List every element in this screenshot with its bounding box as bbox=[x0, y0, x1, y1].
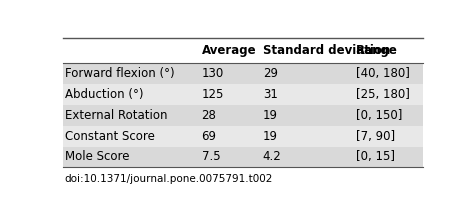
Text: [0, 15]: [0, 15] bbox=[356, 150, 395, 163]
Text: 31: 31 bbox=[263, 88, 278, 101]
Bar bbox=[63, 63, 423, 84]
Text: 125: 125 bbox=[201, 88, 224, 101]
Text: 28: 28 bbox=[201, 109, 217, 122]
Text: [40, 180]: [40, 180] bbox=[356, 67, 410, 80]
Bar bbox=[63, 126, 423, 146]
Text: Average: Average bbox=[201, 44, 256, 57]
Text: 130: 130 bbox=[201, 67, 224, 80]
Text: 7.5: 7.5 bbox=[201, 150, 220, 163]
Text: Constant Score: Constant Score bbox=[65, 130, 155, 143]
Text: External Rotation: External Rotation bbox=[65, 109, 167, 122]
Bar bbox=[63, 146, 423, 167]
Text: Abduction (°): Abduction (°) bbox=[65, 88, 143, 101]
Bar bbox=[63, 84, 423, 105]
Text: 19: 19 bbox=[263, 130, 278, 143]
Text: Standard deviation: Standard deviation bbox=[263, 44, 390, 57]
Bar bbox=[63, 105, 423, 126]
Text: 4.2: 4.2 bbox=[263, 150, 282, 163]
Text: 19: 19 bbox=[263, 109, 278, 122]
Text: Mole Score: Mole Score bbox=[65, 150, 129, 163]
Text: doi:10.1371/journal.pone.0075791.t002: doi:10.1371/journal.pone.0075791.t002 bbox=[65, 174, 273, 184]
Text: 29: 29 bbox=[263, 67, 278, 80]
Text: Forward flexion (°): Forward flexion (°) bbox=[65, 67, 174, 80]
Text: [25, 180]: [25, 180] bbox=[356, 88, 410, 101]
Text: 69: 69 bbox=[201, 130, 217, 143]
Text: [0, 150]: [0, 150] bbox=[356, 109, 403, 122]
Text: [7, 90]: [7, 90] bbox=[356, 130, 395, 143]
Text: Range: Range bbox=[356, 44, 398, 57]
